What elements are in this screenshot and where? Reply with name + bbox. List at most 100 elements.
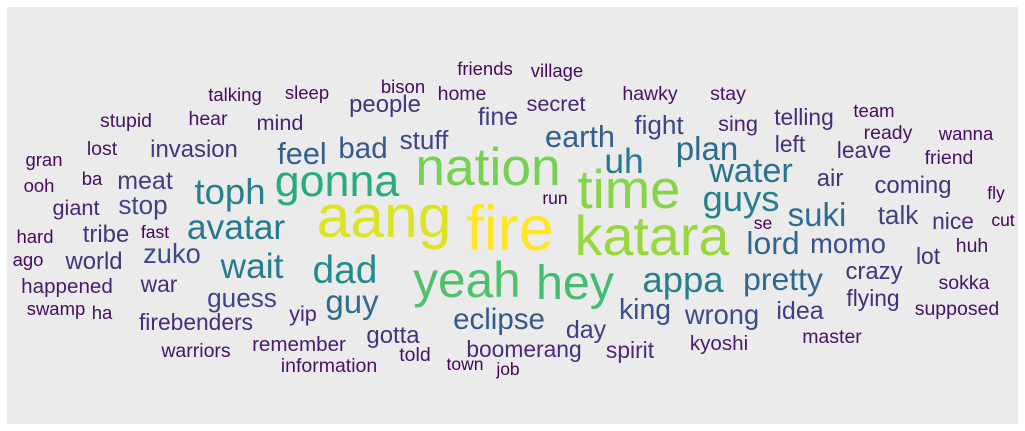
word-telling: telling bbox=[774, 104, 834, 130]
word-king: king bbox=[619, 294, 671, 326]
word-guess: guess bbox=[207, 283, 277, 313]
word-friend: friend bbox=[925, 147, 974, 169]
word-world: world bbox=[64, 248, 122, 275]
word-firebenders: firebenders bbox=[139, 309, 253, 335]
word-guy: guy bbox=[325, 283, 379, 320]
word-suki: suki bbox=[788, 196, 847, 233]
word-leave: leave bbox=[837, 137, 892, 163]
word-flying: flying bbox=[846, 285, 899, 311]
word-friends: friends bbox=[457, 58, 513, 79]
word-wrong: wrong bbox=[684, 299, 759, 330]
word-aang: aang bbox=[317, 182, 452, 250]
word-fight: fight bbox=[634, 110, 684, 140]
word-fly: fly bbox=[987, 183, 1005, 203]
word-happened: happened bbox=[21, 275, 113, 298]
word-time: time bbox=[578, 159, 681, 220]
word-lost: lost bbox=[87, 138, 118, 160]
word-secret: secret bbox=[526, 91, 585, 116]
word-bison: bison bbox=[381, 76, 425, 97]
word-fine: fine bbox=[478, 103, 518, 131]
word-home: home bbox=[438, 83, 487, 105]
word-eclipse: eclipse bbox=[453, 303, 545, 336]
word-dad: dad bbox=[313, 249, 378, 292]
word-toph: toph bbox=[194, 171, 265, 212]
word-day: day bbox=[566, 316, 607, 344]
word-nice: nice bbox=[932, 208, 974, 234]
word-ha: ha bbox=[92, 302, 113, 323]
word-ago: ago bbox=[13, 249, 44, 270]
word-katara: katara bbox=[575, 205, 730, 267]
word-boomerang: boomerang bbox=[466, 336, 581, 362]
word-yip: yip bbox=[289, 301, 317, 326]
word-ba: ba bbox=[82, 168, 103, 189]
word-zuko: zuko bbox=[143, 238, 201, 269]
word-feel: feel bbox=[277, 136, 326, 171]
word-wanna: wanna bbox=[938, 123, 994, 144]
word-hawky: hawky bbox=[622, 83, 678, 105]
word-pretty: pretty bbox=[743, 261, 823, 297]
word-run: run bbox=[542, 188, 567, 208]
word-supposed: supposed bbox=[915, 298, 1000, 320]
word-giant: giant bbox=[52, 195, 99, 220]
word-kyoshi: kyoshi bbox=[690, 332, 748, 355]
word-gotta: gotta bbox=[366, 322, 420, 349]
word-mind: mind bbox=[256, 110, 303, 135]
word-team: team bbox=[853, 100, 894, 121]
word-cut: cut bbox=[991, 210, 1014, 230]
word-earth: earth bbox=[545, 119, 615, 154]
word-tribe: tribe bbox=[83, 221, 129, 248]
word-bad: bad bbox=[338, 132, 387, 165]
word-hey: hey bbox=[536, 256, 615, 310]
word-ooh: ooh bbox=[24, 175, 55, 196]
word-plan: plan bbox=[676, 130, 738, 167]
word-stuff: stuff bbox=[400, 125, 450, 155]
word-remember: remember bbox=[252, 333, 346, 356]
word-meat: meat bbox=[117, 167, 173, 195]
word-coming: coming bbox=[874, 172, 951, 199]
word-swamp: swamp bbox=[27, 298, 86, 319]
word-told: told bbox=[399, 344, 430, 366]
word-hear: hear bbox=[188, 108, 228, 130]
word-gonna: gonna bbox=[275, 156, 400, 206]
wordcloud-panel: fire aang katara time nation yeah hey gonna dad a… bbox=[7, 7, 1018, 424]
word-stupid: stupid bbox=[100, 110, 152, 132]
word-town: town bbox=[447, 354, 484, 374]
word-spirit: spirit bbox=[606, 337, 655, 363]
word-hard: hard bbox=[16, 226, 53, 247]
word-crazy: crazy bbox=[845, 258, 902, 285]
word-people: people bbox=[349, 91, 421, 118]
word-yeah: yeah bbox=[413, 252, 521, 308]
word-air: air bbox=[817, 165, 844, 192]
word-guys: guys bbox=[702, 178, 779, 219]
word-se: se bbox=[754, 213, 772, 233]
word-information: information bbox=[281, 355, 377, 377]
word-gran: gran bbox=[25, 149, 62, 170]
word-invasion: invasion bbox=[150, 136, 238, 163]
word-lot: lot bbox=[916, 243, 941, 269]
word-village: village bbox=[531, 60, 583, 81]
word-war: war bbox=[140, 271, 178, 297]
word-warriors: warriors bbox=[160, 340, 231, 362]
word-sleep: sleep bbox=[285, 82, 329, 103]
word-job: job bbox=[495, 359, 519, 379]
word-uh: uh bbox=[604, 141, 643, 181]
word-ready: ready bbox=[864, 122, 913, 144]
word-talk: talk bbox=[878, 200, 920, 230]
word-water: water bbox=[708, 152, 793, 190]
word-momo: momo bbox=[810, 228, 886, 259]
word-fire: fire bbox=[466, 194, 554, 264]
word-idea: idea bbox=[776, 297, 823, 325]
word-stay: stay bbox=[710, 83, 746, 105]
word-huh: huh bbox=[956, 235, 989, 257]
word-stop: stop bbox=[118, 190, 167, 220]
word-talking: talking bbox=[208, 84, 261, 105]
word-appa: appa bbox=[642, 259, 724, 300]
word-sing: sing bbox=[718, 111, 758, 136]
word-left: left bbox=[775, 131, 806, 157]
word-lord: lord bbox=[746, 225, 799, 261]
word-master: master bbox=[802, 326, 862, 348]
word-nation: nation bbox=[415, 138, 560, 197]
word-sokka: sokka bbox=[939, 272, 990, 294]
word-avatar: avatar bbox=[187, 207, 286, 247]
